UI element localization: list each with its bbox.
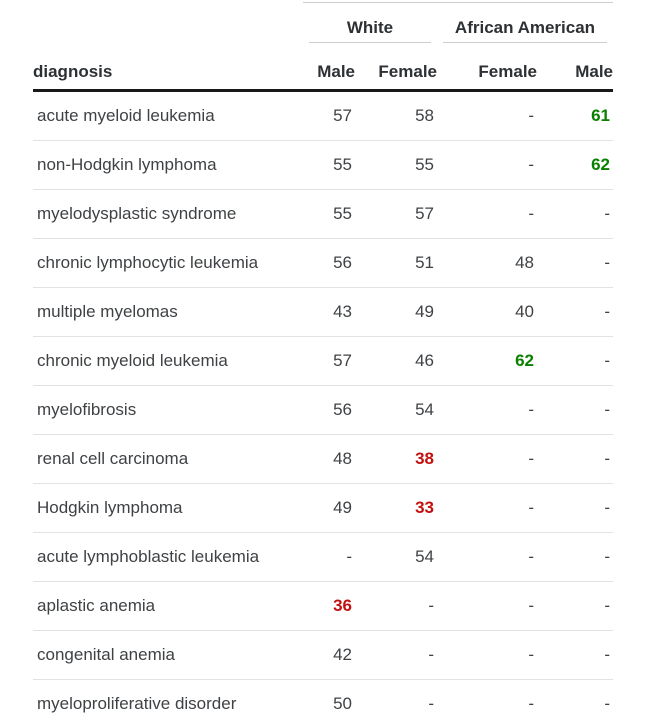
diagnosis-cell: chronic lymphocytic leukemia	[33, 238, 303, 288]
table-row: renal cell carcinoma 48 38- -	[33, 434, 613, 484]
value-cell: 43	[303, 287, 355, 337]
value-cell: -	[537, 581, 613, 631]
value-cell: 57	[333, 106, 352, 125]
column-header-white-female: Female	[355, 43, 437, 92]
group-label-white: White	[309, 18, 431, 43]
diagnosis-cell: aplastic anemia	[33, 581, 303, 631]
value-cell: -	[437, 679, 537, 715]
diagnosis-cell: congenital anemia	[33, 630, 303, 680]
value-cell: -	[537, 238, 613, 288]
value-cell: -	[537, 385, 613, 435]
value-cell: 57	[355, 189, 437, 239]
value-cell: 55	[303, 189, 355, 239]
value-cell: -	[528, 106, 534, 125]
value-cell: 49	[303, 483, 355, 533]
value-cell: -	[303, 532, 355, 582]
value-cell: -	[437, 483, 537, 533]
diagnosis-column-header: diagnosis	[33, 43, 303, 92]
table-body: acute myeloid leukemia 57 58-61 non-Hodgkin…	[33, 91, 613, 715]
table-row: non-Hodgkin lymphoma 55 55-62	[33, 140, 613, 190]
table-row: multiple myelomas 43 49 40-	[33, 287, 613, 337]
value-cell: -	[437, 434, 537, 484]
value-cell: -	[437, 581, 537, 631]
diagnosis-cell: multiple myelomas	[33, 287, 303, 337]
value-cell: 38	[355, 434, 437, 484]
column-header-white-male: Male	[303, 43, 355, 92]
diagnosis-cell: Hodgkin lymphoma	[33, 483, 303, 533]
diagnosis-cell: myelodysplastic syndrome	[33, 189, 303, 239]
value-cell: -	[537, 287, 613, 337]
value-cell: 42	[303, 630, 355, 680]
table-row: acute lymphoblastic leukemia -54- -	[33, 532, 613, 582]
group-header-white: White	[303, 2, 437, 43]
value-cell: -	[355, 679, 437, 715]
value-cell: 55	[303, 140, 355, 190]
value-cell: -	[437, 140, 537, 190]
diagnosis-cell: renal cell carcinoma	[33, 434, 303, 484]
column-header-african-american-female: Female	[437, 43, 537, 92]
value-cell: 49	[355, 287, 437, 337]
value-cell: 50	[303, 679, 355, 715]
diagnosis-cell: chronic myeloid leukemia	[33, 336, 303, 386]
table-row: acute myeloid leukemia 57 58 - 61	[33, 91, 613, 141]
corner-cell	[33, 3, 303, 44]
value-cell: -	[537, 532, 613, 582]
value-cell: 56	[303, 385, 355, 435]
value-cell: -	[437, 532, 537, 582]
value-cell: -	[537, 630, 613, 680]
table-row: chronic lymphocytic leukemia 56 51 48-	[33, 238, 613, 288]
diagnosis-cell: non-Hodgkin lymphoma	[33, 140, 303, 190]
table-row: myeloproliferative disorder 50- - -	[33, 679, 613, 715]
value-cell: -	[355, 581, 437, 631]
table-row: myelodysplastic syndrome 55 57- -	[33, 189, 613, 239]
value-cell: 54	[355, 532, 437, 582]
value-cell: 54	[355, 385, 437, 435]
table-row: congenital anemia 42- - -	[33, 630, 613, 680]
value-cell: 48	[437, 238, 537, 288]
value-cell: -	[537, 434, 613, 484]
value-cell: 57	[303, 336, 355, 386]
value-cell: 62	[537, 140, 613, 190]
value-cell: -	[355, 630, 437, 680]
value-cell: 48	[303, 434, 355, 484]
value-cell: -	[537, 483, 613, 533]
group-header-row: White African American	[33, 2, 613, 44]
value-cell: -	[437, 630, 537, 680]
column-header-row: diagnosis Male Female Female Male	[33, 43, 613, 92]
value-cell: -	[537, 679, 613, 715]
diagnosis-cell: myeloproliferative disorder	[33, 679, 303, 715]
value-cell: 51	[355, 238, 437, 288]
value-cell: -	[437, 189, 537, 239]
group-header-african-american: African American	[437, 2, 613, 43]
diagnosis-table: White African American diagnosis Male Fe…	[33, 2, 613, 715]
diagnosis-cell: myelofibrosis	[33, 385, 303, 435]
diagnosis-cell: acute lymphoblastic leukemia	[33, 532, 303, 582]
value-cell: 55	[355, 140, 437, 190]
value-cell: -	[537, 189, 613, 239]
value-cell: 33	[355, 483, 437, 533]
value-cell: 58	[415, 106, 434, 125]
table-row: chronic myeloid leukemia 57 46 62-	[33, 336, 613, 386]
value-cell: 62	[437, 336, 537, 386]
table-row: aplastic anemia 36- - -	[33, 581, 613, 631]
value-cell: -	[537, 336, 613, 386]
value-cell: 61	[591, 106, 610, 125]
value-cell: -	[437, 385, 537, 435]
value-cell: 56	[303, 238, 355, 288]
table-row: Hodgkin lymphoma 49 33- -	[33, 483, 613, 533]
value-cell: 40	[437, 287, 537, 337]
value-cell: 36	[303, 581, 355, 631]
column-header-african-american-male: Male	[537, 43, 613, 92]
table-row: myelofibrosis 56 54- -	[33, 385, 613, 435]
value-cell: 46	[355, 336, 437, 386]
group-label-african-american: African American	[443, 18, 607, 43]
diagnosis-cell: acute myeloid leukemia	[37, 106, 215, 125]
